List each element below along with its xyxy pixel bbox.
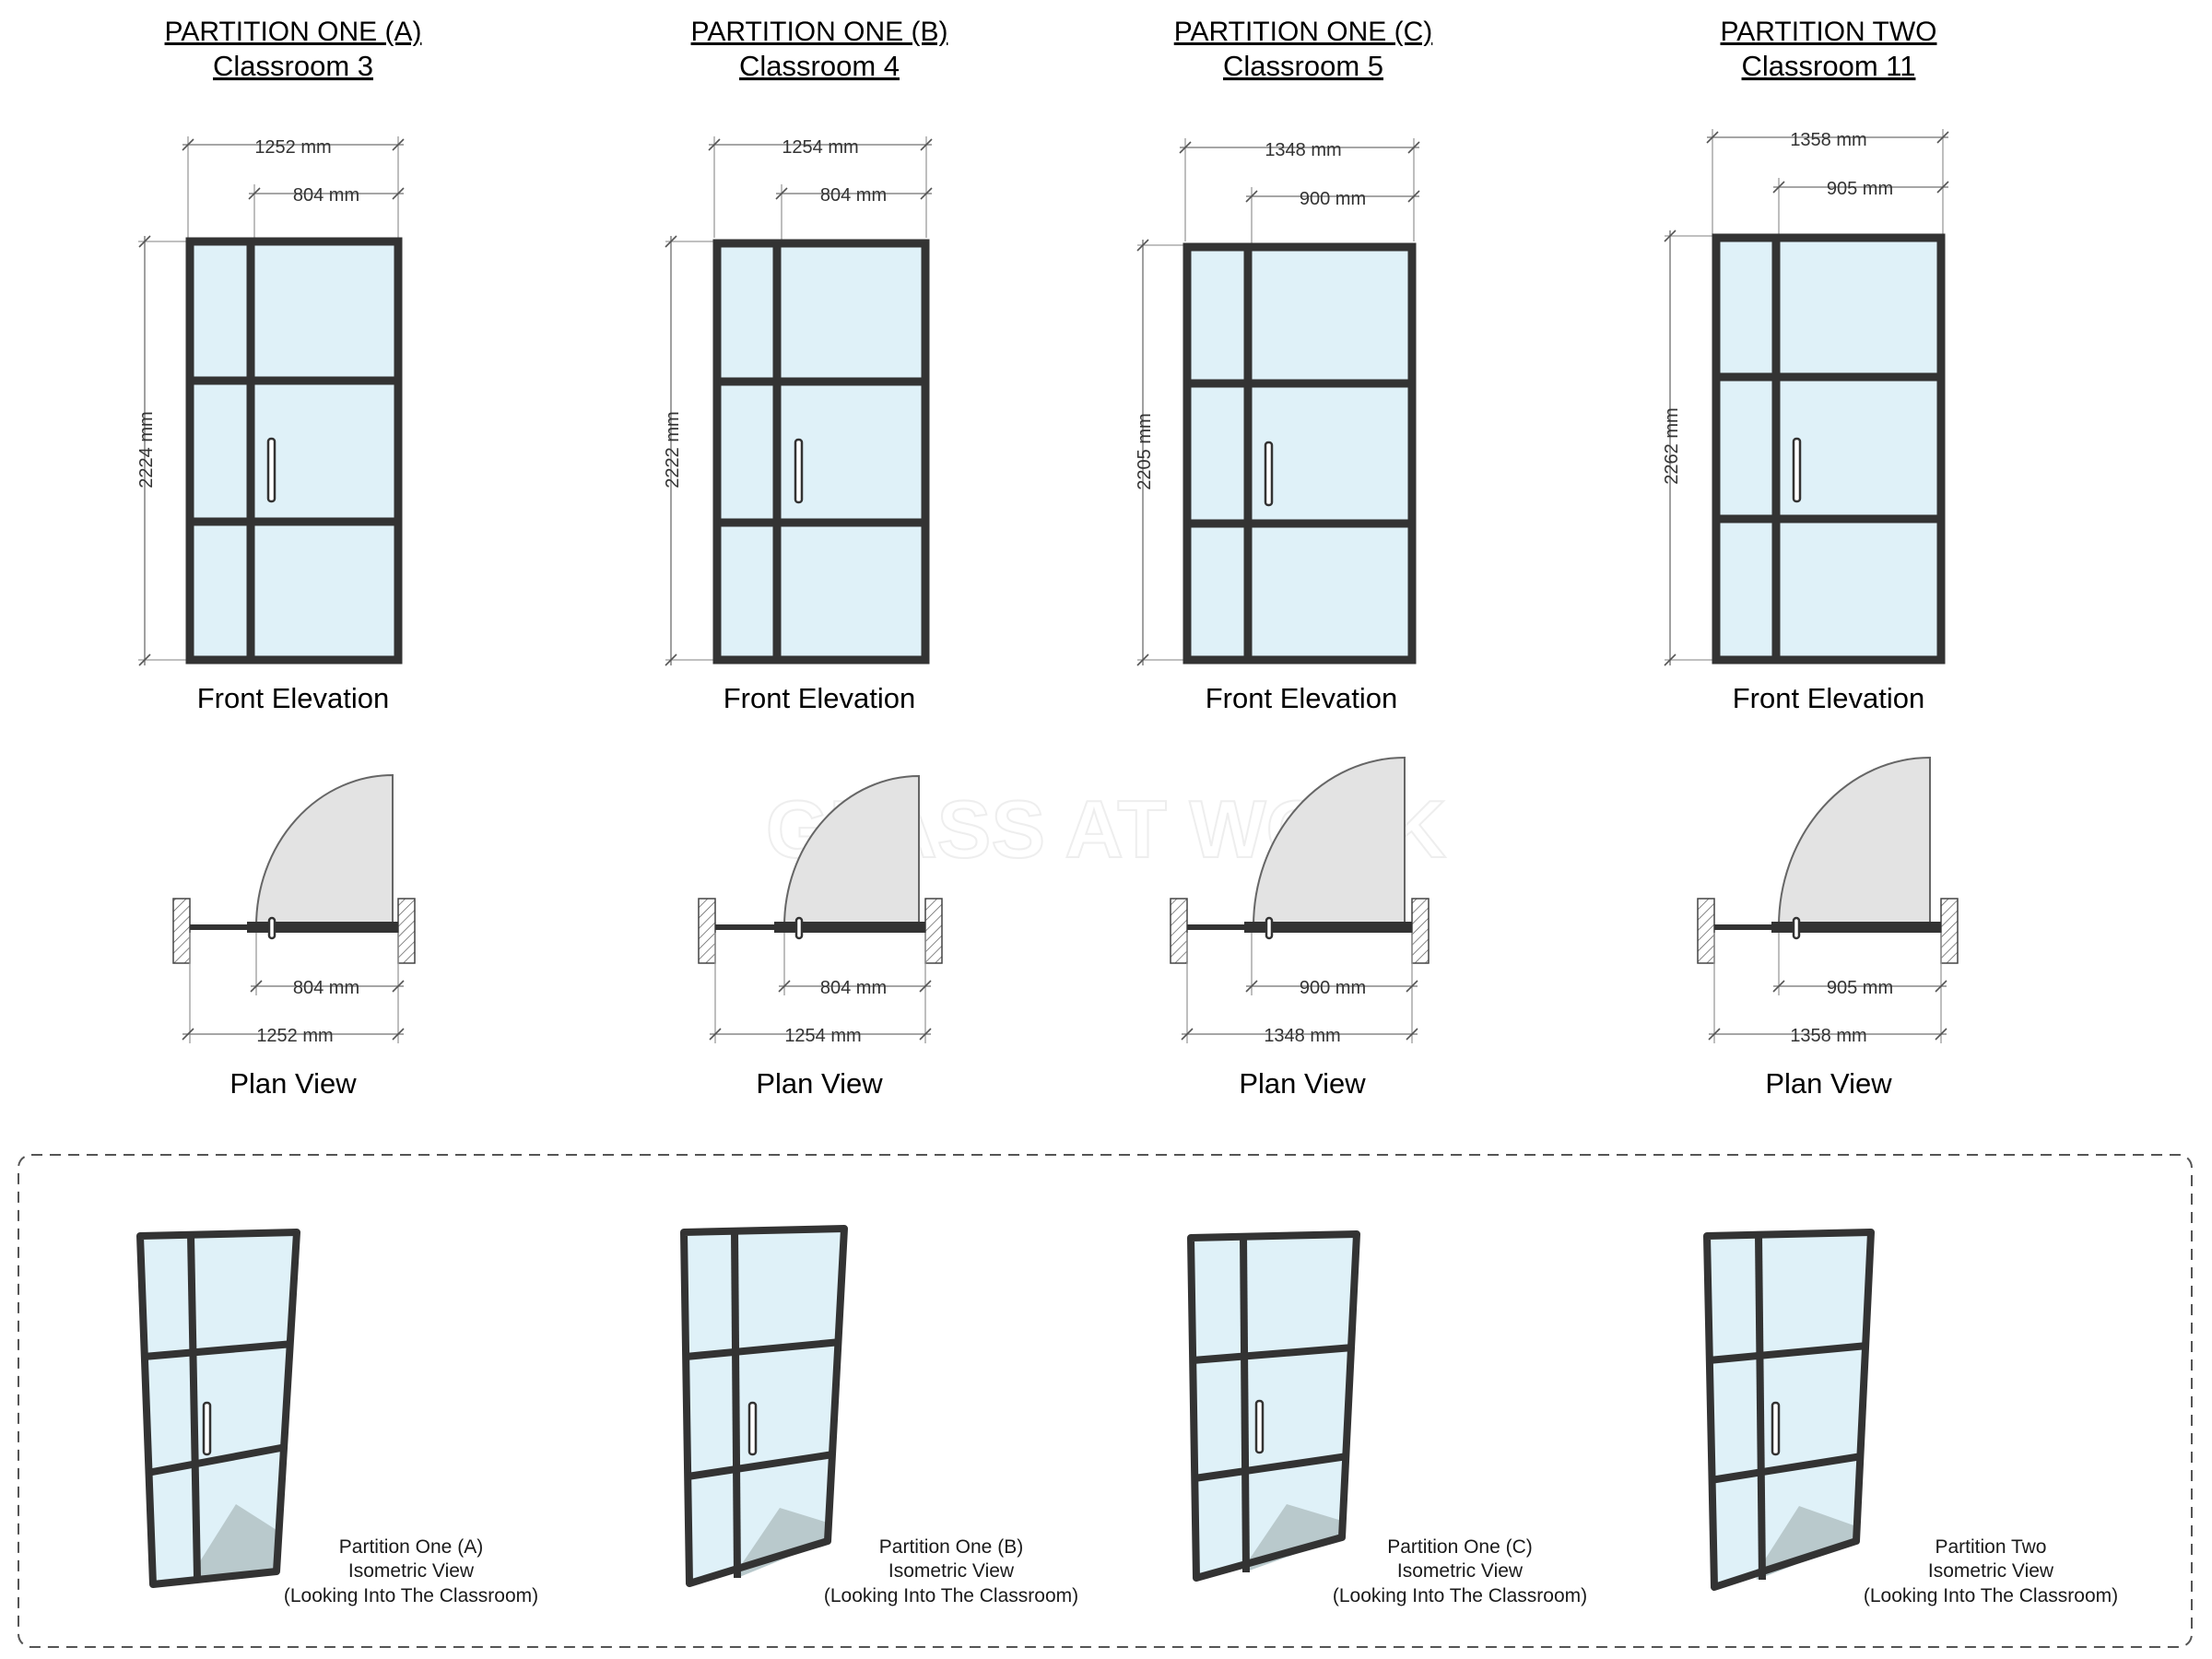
- dimension-height: 2262 mm: [1662, 229, 1716, 666]
- partition-a: PARTITION ONE (A) Classroom 3 1252 mm 80…: [136, 17, 421, 1100]
- isometric-c: Partition One (C) Isometric View (Lookin…: [1187, 1230, 1587, 1606]
- dimension-overall-width: 1358 mm: [1706, 129, 1949, 234]
- plan-door-width-label: 900 mm: [1300, 978, 1366, 998]
- dimension-height: 2224 mm: [136, 235, 190, 666]
- plan-view: 900 mm 1348 mm: [1170, 756, 1430, 1046]
- partition-room: Classroom 5: [1223, 50, 1383, 82]
- iso-note: (Looking Into The Classroom): [1333, 1585, 1587, 1606]
- plan-caption: Plan View: [1239, 1067, 1366, 1100]
- dimension-door-width: 804 mm: [775, 184, 933, 241]
- door-width-label: 804 mm: [820, 185, 887, 206]
- isometric-two: Partition Two Isometric View (Looking In…: [1703, 1229, 2118, 1606]
- front-elevation: [712, 239, 930, 665]
- plan-view: 804 mm 1254 mm: [698, 774, 943, 1046]
- iso-note: (Looking Into The Classroom): [1864, 1585, 2118, 1606]
- dimension-door-width: 804 mm: [248, 184, 405, 238]
- overall-width-label: 1358 mm: [1790, 130, 1866, 150]
- plan-view: 905 mm 1358 mm: [1697, 756, 1959, 1046]
- iso-title: Partition One (C): [1387, 1536, 1533, 1558]
- height-label: 2262 mm: [1662, 407, 1682, 484]
- iso-title: Partition Two: [1935, 1536, 2046, 1558]
- plan-view: 804 mm 1252 mm: [172, 773, 416, 1046]
- dimension-height: 2205 mm: [1135, 239, 1189, 666]
- plan-overall-width-label: 1252 mm: [256, 1026, 333, 1046]
- plan-door-width-label: 905 mm: [1827, 978, 1893, 998]
- iso-subtitle: Isometric View: [1397, 1560, 1524, 1582]
- dimension-door-width: 900 mm: [1245, 187, 1420, 245]
- front-elevation: [1182, 242, 1417, 665]
- plan-overall-width-label: 1358 mm: [1790, 1026, 1866, 1046]
- dimension-overall-width: 1252 mm: [182, 136, 405, 238]
- plan-door-width-label: 804 mm: [820, 978, 887, 998]
- overall-width-label: 1348 mm: [1265, 140, 1341, 160]
- iso-note: (Looking Into The Classroom): [824, 1585, 1078, 1606]
- plan-overall-width-label: 1348 mm: [1264, 1026, 1340, 1046]
- dimension-overall-width: 1254 mm: [708, 136, 933, 238]
- front-elevation: [185, 237, 403, 665]
- dimension-overall-width: 1348 mm: [1179, 138, 1420, 241]
- partition-room: Classroom 3: [213, 50, 373, 82]
- plan-door-width-label: 804 mm: [293, 978, 359, 998]
- height-label: 2222 mm: [663, 411, 683, 488]
- iso-subtitle: Isometric View: [348, 1560, 475, 1582]
- door-width-label: 900 mm: [1300, 189, 1366, 209]
- door-width-label: 905 mm: [1827, 179, 1893, 199]
- isometric-a: Partition One (A) Isometric View (Lookin…: [136, 1229, 538, 1606]
- height-label: 2205 mm: [1135, 413, 1155, 489]
- iso-subtitle: Isometric View: [888, 1560, 1015, 1582]
- elevation-caption: Front Elevation: [197, 682, 390, 714]
- elevation-caption: Front Elevation: [1733, 682, 1925, 714]
- elevation-caption: Front Elevation: [724, 682, 916, 714]
- plan-caption: Plan View: [756, 1067, 883, 1100]
- dimension-door-width: 905 mm: [1772, 178, 1949, 236]
- partition-two: PARTITION TWO Classroom 11 1358 mm 905 m…: [1662, 17, 1959, 1100]
- partition-room: Classroom 4: [739, 50, 900, 82]
- front-elevation: [1712, 233, 1946, 665]
- dimension-height: 2222 mm: [663, 235, 717, 666]
- iso-title: Partition One (A): [339, 1536, 483, 1558]
- plan-caption: Plan View: [1765, 1067, 1892, 1100]
- partition-title: PARTITION TWO: [1720, 17, 1936, 47]
- isometric-b: Partition One (B) Isometric View (Lookin…: [680, 1225, 1078, 1606]
- partition-title: PARTITION ONE (A): [165, 17, 422, 47]
- iso-title: Partition One (B): [879, 1536, 1023, 1558]
- isometric-panel: [18, 1154, 2193, 1648]
- overall-width-label: 1252 mm: [254, 137, 331, 158]
- partition-room: Classroom 11: [1742, 50, 1916, 82]
- overall-width-label: 1254 mm: [782, 137, 858, 158]
- elevation-caption: Front Elevation: [1206, 682, 1398, 714]
- door-width-label: 804 mm: [293, 185, 359, 206]
- plan-overall-width-label: 1254 mm: [784, 1026, 861, 1046]
- height-label: 2224 mm: [136, 411, 157, 488]
- partition-c: PARTITION ONE (C) Classroom 5 1348 mm 90…: [1135, 17, 1432, 1100]
- partition-b: PARTITION ONE (B) Classroom 4 1254 mm 80…: [663, 17, 947, 1100]
- partition-title: PARTITION ONE (C): [1174, 17, 1433, 47]
- iso-note: (Looking Into The Classroom): [284, 1585, 538, 1606]
- plan-caption: Plan View: [229, 1067, 357, 1100]
- partition-title: PARTITION ONE (B): [691, 17, 948, 47]
- iso-subtitle: Isometric View: [1928, 1560, 2054, 1582]
